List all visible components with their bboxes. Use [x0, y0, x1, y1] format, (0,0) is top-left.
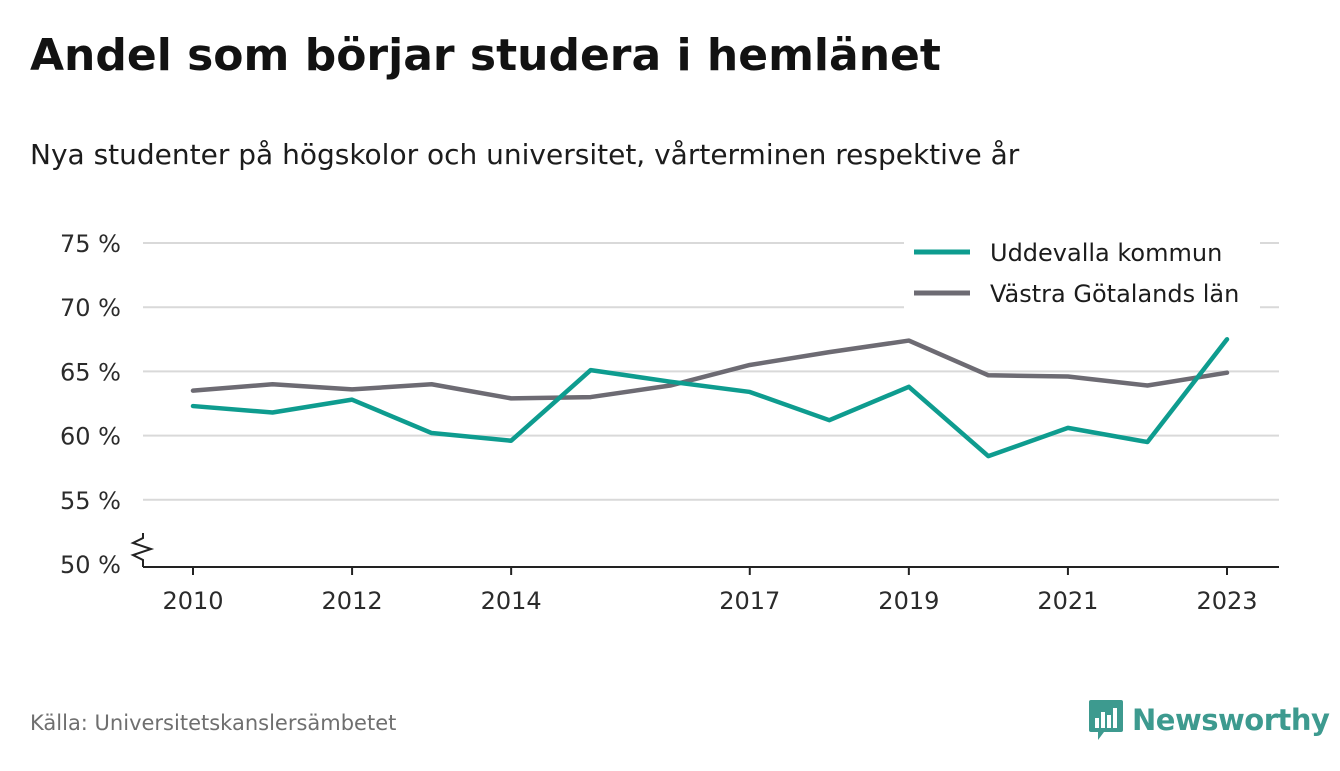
- x-axis-ticks: 2010 2012 2014 2017 2019 2021 2023: [162, 567, 1258, 615]
- newsworthy-logo-icon: [1089, 700, 1123, 740]
- x-tick-label: 2021: [1037, 587, 1098, 615]
- brand-name: Newsworthy: [1132, 703, 1330, 737]
- axis-break-icon: [130, 533, 155, 567]
- legend-background: [904, 236, 1260, 312]
- y-tick-label: 70 %: [60, 294, 121, 322]
- series-lines: [190, 337, 1230, 459]
- y-axis-ticks: 50 % 55 % 60 % 65 % 70 % 75 %: [60, 230, 121, 579]
- chart-title: Andel som börjar studera i hemlänet: [30, 30, 941, 81]
- series-line-vastra-gotaland: [190, 338, 1230, 401]
- chart-subtitle: Nya studenter på högskolor och universit…: [30, 138, 1020, 171]
- y-tick-label: 55 %: [60, 487, 121, 515]
- x-tick-label: 2010: [162, 587, 223, 615]
- brand-logo: Newsworthy: [1088, 697, 1330, 743]
- y-tick-label: 75 %: [60, 230, 121, 258]
- x-tick-label: 2014: [481, 587, 542, 615]
- y-tick-label: 50 %: [60, 551, 121, 579]
- x-axis: [130, 533, 1279, 568]
- legend-label: Västra Götalands län: [990, 280, 1239, 308]
- series-line-uddevalla: [190, 337, 1230, 459]
- y-tick-label: 60 %: [60, 423, 121, 451]
- x-tick-label: 2019: [878, 587, 939, 615]
- legend-label: Uddevalla kommun: [990, 239, 1222, 267]
- x-tick-label: 2023: [1196, 587, 1257, 615]
- x-tick-label: 2012: [322, 587, 383, 615]
- y-tick-label: 65 %: [60, 358, 121, 386]
- legend: Uddevalla kommun Västra Götalands län: [904, 236, 1260, 312]
- source-note: Källa: Universitetskanslersämbetet: [30, 711, 397, 735]
- x-tick-label: 2017: [719, 587, 780, 615]
